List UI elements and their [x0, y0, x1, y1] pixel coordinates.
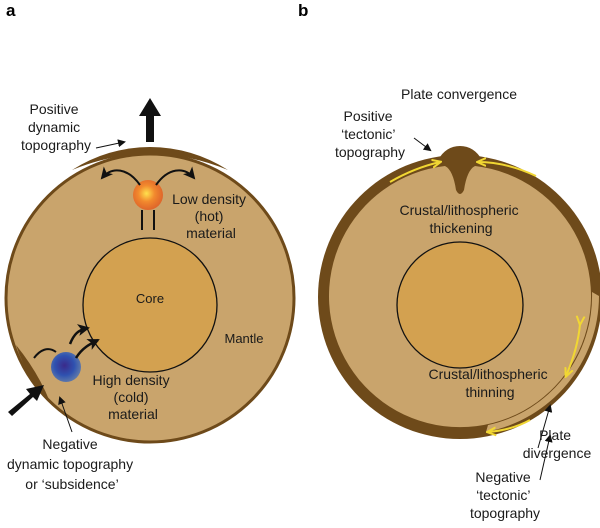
low-density-label: Low density (hot) material — [172, 191, 250, 241]
cold-flow-arrow-2 — [68, 324, 90, 345]
plate-convergence-label: Plate convergence — [401, 86, 517, 102]
plume-flow-right-arrow — [155, 166, 196, 186]
negative-tectonic-leader — [539, 434, 553, 481]
high-density-label: High density (cold) material — [93, 372, 174, 422]
cold-flow-left — [33, 348, 57, 359]
mantle-label: Mantle — [224, 331, 263, 346]
core-sphere — [82, 237, 218, 373]
positive-tectonic-leader — [413, 137, 432, 152]
positive-dynamic-label: Positive dynamic topography — [21, 101, 91, 153]
plume-flow-left-arrow — [100, 166, 141, 186]
hot-plume — [133, 180, 163, 210]
positive-tectonic-label: Positive ‘tectonic’ topography — [335, 108, 405, 160]
panel-b-letter: b — [298, 1, 308, 20]
plate-arrow-diverging-up — [566, 324, 580, 376]
subsidence-arrow — [8, 385, 44, 416]
thickening-label: Crustal/lithospheric thickening — [400, 202, 523, 236]
plate-arrow-left-converging — [389, 162, 440, 183]
cold-flow-arrow-1 — [74, 338, 100, 359]
plate-arrow-right-converging — [478, 162, 537, 177]
positive-leader — [95, 139, 126, 149]
plate-divergence-label: Plate divergence — [523, 427, 592, 461]
negative-leader — [58, 396, 73, 433]
core-sphere-b — [396, 241, 524, 369]
negative-dynamic-label: Negative dynamic topography or ‘subsiden… — [7, 436, 137, 492]
panel-a-letter: a — [6, 1, 16, 20]
thinning-label: Crustal/lithospheric thinning — [429, 366, 552, 400]
mountain-bulge — [438, 146, 482, 160]
core-label: Core — [136, 291, 164, 306]
plate-arrow-diverging-down — [488, 419, 531, 432]
divergence-leader — [537, 404, 553, 449]
positive-topography-crust — [72, 147, 228, 170]
negative-tectonic-label: Negative ‘tectonic’ topography — [470, 469, 540, 521]
cold-blob — [51, 352, 81, 382]
uplift-arrow — [139, 98, 161, 142]
